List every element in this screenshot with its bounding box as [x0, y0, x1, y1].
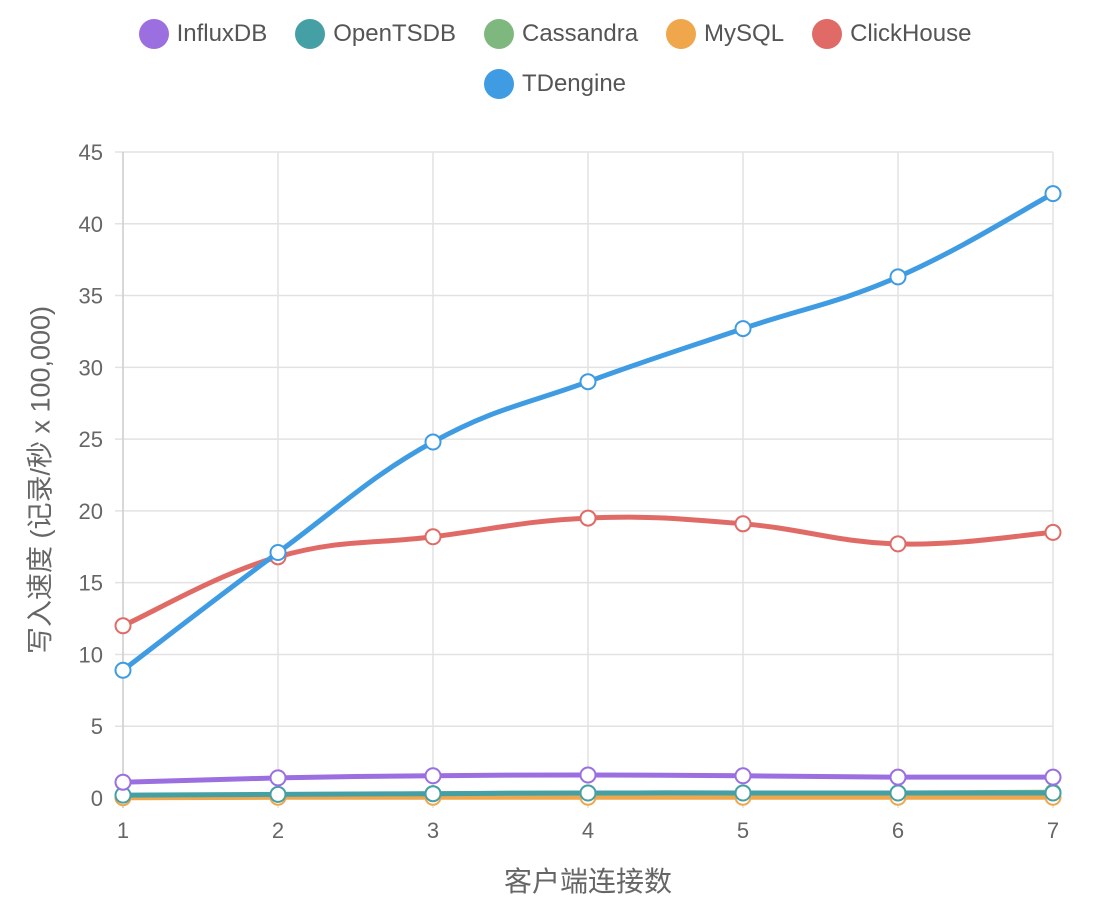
- legend-label-clickhouse: ClickHouse: [850, 20, 972, 47]
- legend-item-opentsdb[interactable]: OpenTSDB: [295, 19, 456, 49]
- y-tick-label: 20: [79, 499, 103, 524]
- series-influxdb: [114, 766, 1062, 791]
- x-tick-label: 5: [737, 818, 749, 843]
- y-tick-label: 45: [79, 140, 103, 165]
- y-tick-label: 10: [79, 642, 103, 667]
- legend-row-2: TDengine: [0, 62, 1110, 106]
- data-point-opentsdb[interactable]: [889, 784, 907, 802]
- x-tick-label: 3: [427, 818, 439, 843]
- y-tick-label: 35: [79, 284, 103, 309]
- y-tick-label: 40: [79, 212, 103, 237]
- legend-label-opentsdb: OpenTSDB: [333, 20, 456, 47]
- data-point-influxdb[interactable]: [424, 767, 442, 785]
- legend-row-1: InfluxDB OpenTSDB Cassandra MySQL ClickH…: [0, 12, 1110, 56]
- data-point-opentsdb[interactable]: [579, 784, 597, 802]
- y-tick-label: 30: [79, 355, 103, 380]
- data-point-influxdb[interactable]: [579, 766, 597, 784]
- y-tick-label: 15: [79, 571, 103, 596]
- legend-label-mysql: MySQL: [704, 20, 785, 47]
- data-point-influxdb[interactable]: [269, 769, 287, 787]
- data-point-tdengine[interactable]: [734, 320, 752, 338]
- legend-label-tdengine: TDengine: [521, 70, 627, 97]
- data-point-opentsdb[interactable]: [269, 785, 287, 803]
- x-axis-title: 客户端连接数: [503, 866, 673, 897]
- data-point-clickhouse[interactable]: [1044, 523, 1062, 541]
- data-point-tdengine[interactable]: [889, 268, 907, 286]
- legend-swatch-mysql: [666, 19, 697, 49]
- y-tick-label: 0: [91, 786, 103, 811]
- data-point-tdengine[interactable]: [269, 544, 287, 562]
- chart-series: [114, 185, 1062, 807]
- data-point-opentsdb[interactable]: [1044, 784, 1062, 802]
- legend-swatch-opentsdb: [295, 19, 326, 49]
- data-point-clickhouse[interactable]: [579, 509, 597, 527]
- legend-swatch-influxdb: [138, 19, 169, 49]
- data-point-tdengine[interactable]: [114, 661, 132, 679]
- x-tick-label: 2: [272, 818, 284, 843]
- series-opentsdb: [114, 784, 1062, 804]
- data-point-opentsdb[interactable]: [734, 784, 752, 802]
- legend-label-influxdb: InfluxDB: [176, 20, 268, 47]
- legend-item-clickhouse[interactable]: ClickHouse: [812, 19, 971, 49]
- y-tick-label: 5: [91, 714, 103, 739]
- x-tick-label: 7: [1047, 818, 1059, 843]
- y-axis-title: 写入速度 (记录/秒 x 100,000): [25, 305, 56, 655]
- data-point-tdengine[interactable]: [1044, 185, 1062, 203]
- data-point-tdengine[interactable]: [579, 373, 597, 391]
- legend-swatch-clickhouse: [812, 19, 843, 49]
- legend-item-influxdb[interactable]: InfluxDB: [138, 19, 268, 49]
- data-point-opentsdb[interactable]: [424, 785, 442, 803]
- data-point-clickhouse[interactable]: [734, 515, 752, 533]
- chart-grid: [115, 151, 1054, 808]
- legend-swatch-cassandra: [483, 19, 514, 49]
- data-point-clickhouse[interactable]: [889, 535, 907, 553]
- data-point-influxdb[interactable]: [734, 767, 752, 785]
- x-tick-label: 4: [582, 818, 594, 843]
- legend-label-cassandra: Cassandra: [521, 20, 639, 47]
- data-point-influxdb[interactable]: [1044, 768, 1062, 786]
- x-tick-label: 6: [892, 818, 904, 843]
- data-point-influxdb[interactable]: [889, 768, 907, 786]
- legend-swatch-tdengine: [483, 69, 514, 99]
- y-tick-label: 25: [79, 427, 103, 452]
- x-tick-label: 1: [117, 818, 129, 843]
- data-point-influxdb[interactable]: [114, 773, 132, 791]
- chart-legend: InfluxDB OpenTSDB Cassandra MySQL ClickH…: [0, 12, 1110, 112]
- legend-item-cassandra[interactable]: Cassandra: [483, 19, 639, 49]
- data-point-clickhouse[interactable]: [424, 528, 442, 546]
- series-tdengine: [114, 185, 1062, 679]
- data-point-clickhouse[interactable]: [114, 617, 132, 635]
- data-point-tdengine[interactable]: [424, 433, 442, 451]
- legend-item-mysql[interactable]: MySQL: [666, 19, 784, 49]
- legend-item-tdengine[interactable]: TDengine: [483, 69, 627, 99]
